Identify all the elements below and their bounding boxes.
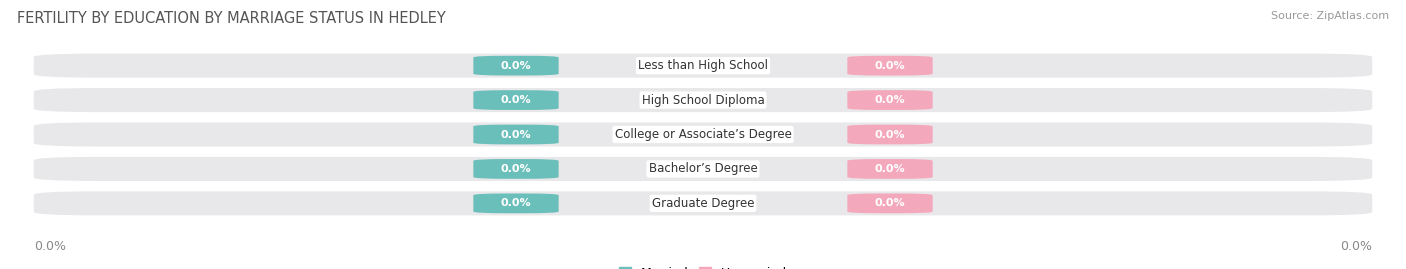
FancyBboxPatch shape: [34, 157, 1372, 181]
FancyBboxPatch shape: [474, 125, 558, 144]
FancyBboxPatch shape: [848, 193, 932, 213]
FancyBboxPatch shape: [34, 122, 1372, 147]
FancyBboxPatch shape: [34, 191, 1372, 215]
FancyBboxPatch shape: [474, 193, 558, 213]
Text: Graduate Degree: Graduate Degree: [652, 197, 754, 210]
FancyBboxPatch shape: [474, 90, 558, 110]
Text: 0.0%: 0.0%: [501, 198, 531, 208]
Text: 0.0%: 0.0%: [501, 164, 531, 174]
Text: 0.0%: 0.0%: [875, 198, 905, 208]
Text: FERTILITY BY EDUCATION BY MARRIAGE STATUS IN HEDLEY: FERTILITY BY EDUCATION BY MARRIAGE STATU…: [17, 11, 446, 26]
Text: Source: ZipAtlas.com: Source: ZipAtlas.com: [1271, 11, 1389, 21]
Text: 0.0%: 0.0%: [875, 164, 905, 174]
Text: 0.0%: 0.0%: [875, 129, 905, 140]
Text: 0.0%: 0.0%: [501, 129, 531, 140]
Text: High School Diploma: High School Diploma: [641, 94, 765, 107]
Text: 0.0%: 0.0%: [875, 95, 905, 105]
FancyBboxPatch shape: [34, 88, 1372, 112]
FancyBboxPatch shape: [474, 56, 558, 76]
FancyBboxPatch shape: [848, 159, 932, 179]
Text: Bachelor’s Degree: Bachelor’s Degree: [648, 162, 758, 175]
FancyBboxPatch shape: [848, 56, 932, 76]
FancyBboxPatch shape: [848, 125, 932, 144]
Legend: Married, Unmarried: Married, Unmarried: [619, 267, 787, 269]
FancyBboxPatch shape: [34, 54, 1372, 78]
Text: Less than High School: Less than High School: [638, 59, 768, 72]
Text: 0.0%: 0.0%: [501, 95, 531, 105]
Text: 0.0%: 0.0%: [34, 239, 66, 253]
FancyBboxPatch shape: [474, 159, 558, 179]
Text: 0.0%: 0.0%: [1340, 239, 1372, 253]
Text: College or Associate’s Degree: College or Associate’s Degree: [614, 128, 792, 141]
Text: 0.0%: 0.0%: [501, 61, 531, 71]
Text: 0.0%: 0.0%: [875, 61, 905, 71]
FancyBboxPatch shape: [848, 90, 932, 110]
